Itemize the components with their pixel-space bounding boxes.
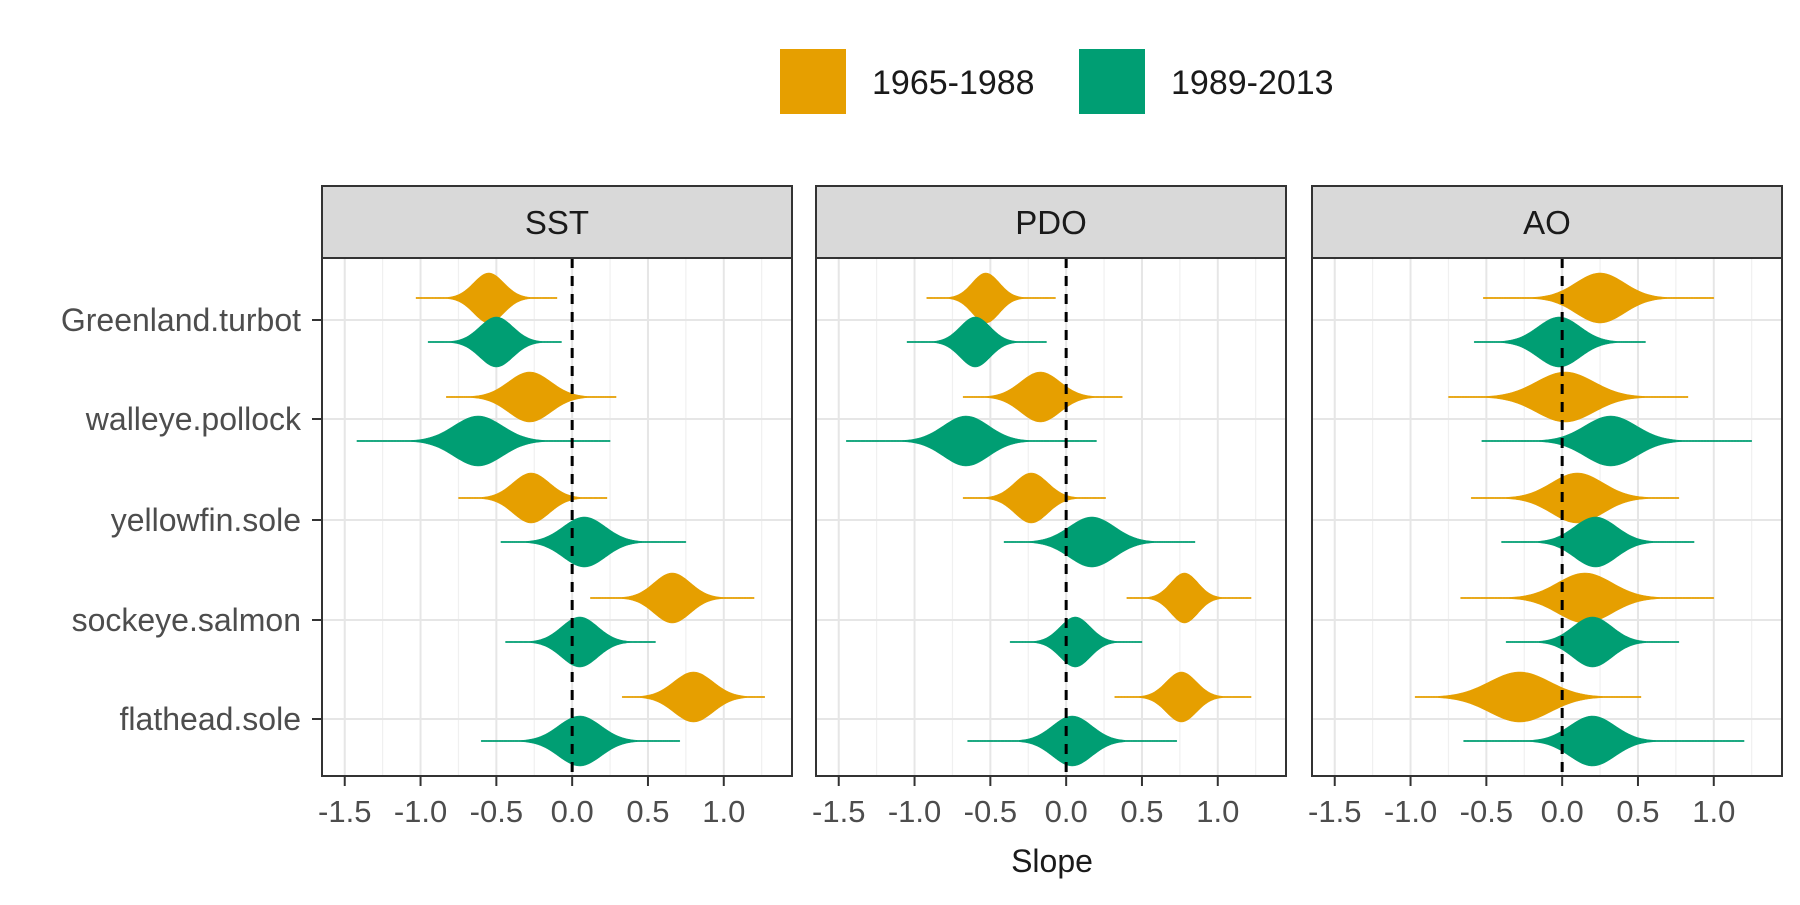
violin-ao-yellowfin-sole-1965-1988 [1470,472,1680,524]
x-tick-label: 0.0 [1541,794,1584,829]
violin-sst-sockeye-salmon-1965-1988 [590,572,755,624]
violin-sst-sockeye-salmon-1989-2013 [505,616,656,668]
x-tick-label: -1.0 [888,794,941,829]
violin-pdo-greenland-turbot-1989-2013 [906,316,1047,368]
violin-pdo-flathead-sole-1989-2013 [967,715,1178,767]
violin-ao-flathead-sole-1989-2013 [1463,715,1745,767]
x-tick-label: 1.0 [1196,794,1239,829]
x-tick-label: -1.0 [1384,794,1437,829]
violin-ao-flathead-sole-1965-1988 [1414,671,1642,723]
x-tick-label: -0.5 [964,794,1017,829]
legend-swatch-2 [1079,49,1145,114]
violin-ao-sockeye-salmon-1989-2013 [1505,616,1680,668]
legend-label-2: 1989-2013 [1171,64,1334,102]
violin-ao-walleye-pollock-1965-1988 [1448,371,1689,423]
y-tick-label: flathead.sole [120,701,301,737]
violin-pdo-greenland-turbot-1965-1988 [926,272,1056,324]
y-tick-label: Greenland.turbot [61,302,301,338]
facet-strip-sst [321,185,793,259]
violin-sst-flathead-sole-1989-2013 [480,715,681,767]
violin-sst-yellowfin-sole-1965-1988 [458,472,608,524]
panel-background-pdo [816,258,1286,776]
violin-sst-yellowfin-sole-1989-2013 [500,516,687,568]
violin-pdo-flathead-sole-1965-1988 [1114,671,1252,723]
x-tick-label: -0.5 [470,794,523,829]
x-tick-label: 0.0 [551,794,594,829]
legend-swatch-1 [780,49,846,114]
facet-strip-pdo [815,185,1287,259]
panel-border-sst [321,257,793,777]
violin-pdo-walleye-pollock-1989-2013 [846,415,1097,467]
x-tick-label: -1.0 [394,794,447,829]
legend-label-1: 1965-1988 [872,64,1035,102]
facet-label-ao: AO [1523,204,1571,241]
violin-ao-sockeye-salmon-1965-1988 [1460,572,1715,624]
facet-label-pdo: PDO [1015,204,1087,241]
x-tick-label: -1.5 [318,794,371,829]
violin-ao-yellowfin-sole-1989-2013 [1501,516,1695,568]
x-tick-label: -0.5 [1460,794,1513,829]
violin-sst-walleye-pollock-1965-1988 [446,371,617,423]
panel-border-ao [1311,257,1783,777]
x-axis-title: Slope [1011,843,1093,879]
x-tick-label: 0.5 [1120,794,1163,829]
violin-ao-walleye-pollock-1989-2013 [1481,415,1752,467]
x-tick-label: 0.5 [626,794,669,829]
y-tick-label: sockeye.salmon [72,602,301,638]
violin-sst-flathead-sole-1965-1988 [621,671,765,723]
violin-pdo-yellowfin-sole-1965-1988 [962,472,1106,524]
violin-pdo-walleye-pollock-1965-1988 [962,371,1123,423]
violin-ao-greenland-turbot-1965-1988 [1483,272,1715,324]
x-tick-label: -1.5 [1308,794,1361,829]
x-tick-label: 1.0 [702,794,745,829]
violin-sst-walleye-pollock-1989-2013 [356,415,611,467]
y-tick-label: walleye.pollock [85,401,302,437]
x-tick-label: 0.5 [1616,794,1659,829]
y-tick-label: yellowfin.sole [111,502,301,538]
violin-sst-greenland-turbot-1965-1988 [415,272,558,324]
x-tick-label: 1.0 [1692,794,1735,829]
panel-border-pdo [815,257,1287,777]
violin-ao-greenland-turbot-1989-2013 [1473,316,1646,368]
x-tick-label: 0.0 [1045,794,1088,829]
violin-sst-greenland-turbot-1989-2013 [427,316,562,368]
violin-pdo-sockeye-salmon-1989-2013 [1009,616,1143,668]
facet-label-sst: SST [525,204,589,241]
violin-pdo-sockeye-salmon-1965-1988 [1126,572,1252,624]
x-tick-label: -1.5 [812,794,865,829]
